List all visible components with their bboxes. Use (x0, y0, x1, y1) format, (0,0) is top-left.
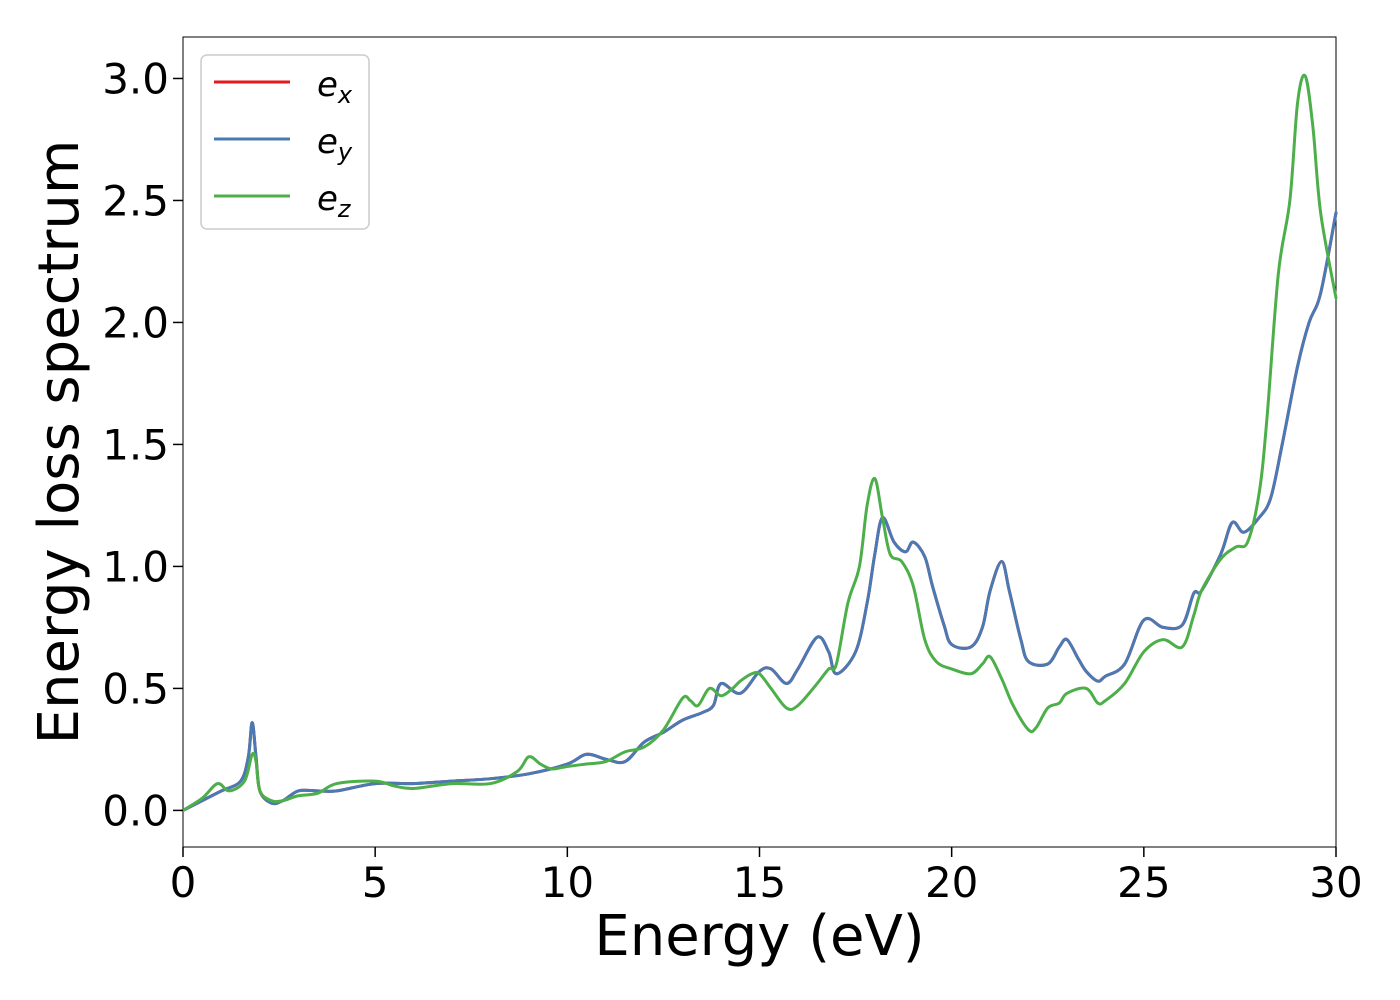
series-layer (181, 73, 1338, 812)
y-tick-label: 2.5 (102, 176, 169, 225)
x-tick-label: 30 (1309, 858, 1362, 907)
y-tick-label: 0.0 (102, 786, 169, 835)
x-tick-label: 0 (170, 858, 197, 907)
legend-frame (200, 54, 370, 230)
y-tick-label: 2.0 (102, 298, 169, 347)
y-axis: 0.0 0.5 1.0 1.5 2.0 2.5 3.0 (102, 54, 183, 835)
x-tick-label: 5 (362, 858, 389, 907)
x-tick-label: 15 (733, 858, 786, 907)
x-axis: 0 5 10 15 20 25 30 (170, 847, 1363, 907)
y-axis-label: Energy loss spectrum (27, 140, 92, 745)
x-axis-label: Energy (eV) (594, 904, 924, 969)
x-tick-label: 25 (1117, 858, 1170, 907)
series-line-z (181, 73, 1338, 812)
y-tick-label: 3.0 (102, 54, 169, 103)
y-tick-label: 1.5 (102, 420, 169, 469)
x-tick-label: 20 (925, 858, 978, 907)
x-tick-label: 10 (541, 858, 594, 907)
y-tick-label: 0.5 (102, 664, 169, 713)
plot-area (182, 36, 1337, 848)
series-line-y (181, 211, 1338, 812)
y-tick-label: 1.0 (102, 542, 169, 591)
